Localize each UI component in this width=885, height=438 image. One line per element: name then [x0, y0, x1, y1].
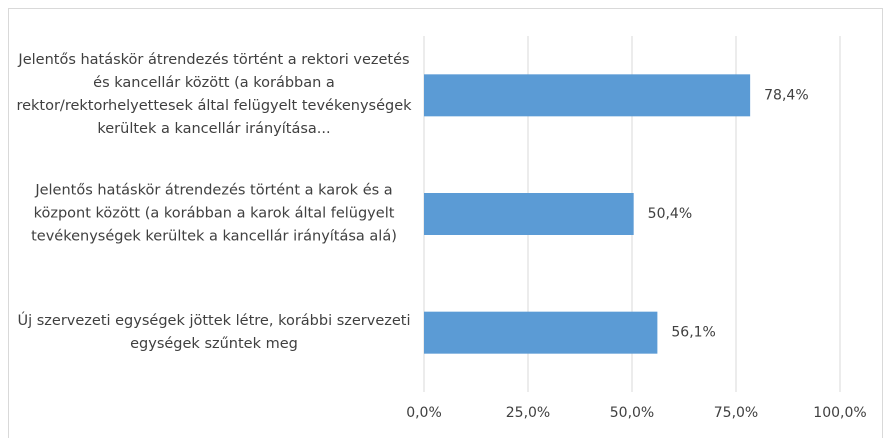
bar	[424, 74, 751, 117]
chart-frame	[8, 8, 883, 438]
category-label: Jelentős hatáskör átrendezés történt a r…	[16, 52, 412, 138]
x-tick-label: 75,0%	[714, 405, 758, 421]
x-tick-label: 50,0%	[610, 405, 654, 421]
bar	[424, 193, 634, 235]
bar	[424, 311, 658, 354]
value-label: 56,1%	[671, 325, 715, 341]
value-label: 78,4%	[764, 87, 808, 103]
x-tick-label: 0,0%	[406, 405, 442, 421]
category-label: Új szervezeti egységek jöttek létre, kor…	[17, 312, 411, 352]
category-label: Jelentős hatáskör átrendezés történt a k…	[31, 182, 397, 245]
x-tick-label: 25,0%	[506, 405, 550, 421]
value-label: 50,4%	[648, 206, 692, 222]
x-tick-label: 100,0%	[813, 405, 866, 421]
